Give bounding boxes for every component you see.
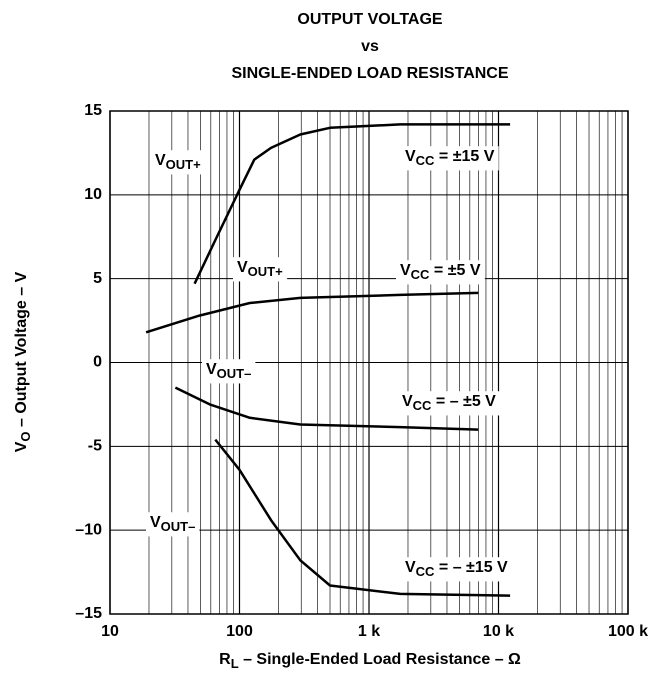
annotation: VCC = – ±15 V: [405, 559, 508, 579]
x-tick-label: 1 k: [358, 623, 380, 640]
annotation-sub: OUT–: [161, 519, 196, 534]
annotation-rest: = ±15 V: [434, 148, 494, 165]
curve: [174, 386, 479, 431]
annotation: VCC = ±15 V: [405, 148, 495, 168]
chart-title: SINGLE-ENDED LOAD RESISTANCE: [231, 65, 508, 82]
annotation: VOUT–: [206, 361, 251, 381]
label-background: [233, 257, 288, 282]
annotation-rest: = ±5 V: [429, 262, 480, 279]
label-background: [146, 512, 200, 537]
label-background: [401, 146, 499, 171]
annotation-sub: CC: [416, 564, 435, 579]
x-tick-label: 100: [226, 623, 253, 640]
annotation-main: V: [400, 262, 411, 279]
annotation-rest: = – ±5 V: [431, 393, 496, 410]
x-axis-label-sub: L: [231, 656, 239, 671]
annotation-main: V: [405, 148, 416, 165]
chart-title: OUTPUT VOLTAGE: [297, 11, 443, 28]
annotation-main: V: [237, 259, 248, 276]
x-axis-label: RL – Single-Ended Load Resistance – Ω: [219, 651, 521, 671]
annotation-main: V: [206, 361, 217, 378]
y-axis-label-sub: O: [18, 431, 33, 441]
annotation-sub: CC: [416, 153, 435, 168]
y-axis-label: VO – Output Voltage – V: [13, 271, 33, 452]
label-background: [396, 260, 485, 285]
label-background: [398, 391, 501, 416]
annotation-sub: CC: [413, 398, 432, 413]
annotation-main: V: [405, 559, 416, 576]
annotation-sub: CC: [411, 267, 430, 282]
y-tick-label: 5: [93, 270, 102, 287]
y-tick-label: -5: [88, 438, 102, 455]
y-tick-label: 10: [84, 186, 102, 203]
y-tick-label: 0: [93, 354, 102, 371]
x-axis-label-main: R: [219, 651, 231, 668]
y-tick-label: –10: [75, 521, 102, 538]
y-axis-label-rest: – Output Voltage – V: [13, 271, 30, 431]
curve: [214, 438, 511, 597]
label-background: [202, 359, 256, 384]
y-axis-label-main: V: [13, 441, 30, 452]
x-axis-label-rest: – Single-Ended Load Resistance – Ω: [239, 651, 521, 668]
annotation-sub: OUT+: [248, 264, 283, 279]
y-tick-label: –15: [75, 605, 102, 622]
annotation: VOUT–: [150, 514, 195, 534]
x-tick-label: 100 k: [608, 623, 648, 640]
chart-title: vs: [361, 38, 379, 55]
label-background: [401, 557, 513, 582]
annotation-main: V: [155, 152, 166, 169]
y-tick-label: 15: [84, 102, 102, 119]
curve: [193, 123, 511, 285]
plot-frame: [109, 110, 629, 615]
x-tick-label: 10: [101, 623, 119, 640]
annotation-main: V: [150, 514, 161, 531]
label-background: [151, 150, 206, 175]
annotation: VCC = ±5 V: [400, 262, 481, 282]
annotation: VOUT+: [237, 259, 283, 279]
x-tick-label: 10 k: [483, 623, 514, 640]
curve: [145, 291, 479, 334]
annotation: VCC = – ±5 V: [402, 393, 496, 413]
annotation: VOUT+: [155, 152, 201, 172]
annotation-sub: OUT–: [217, 366, 252, 381]
annotation-rest: = – ±15 V: [434, 559, 508, 576]
annotation-main: V: [402, 393, 413, 410]
annotation-sub: OUT+: [166, 157, 201, 172]
